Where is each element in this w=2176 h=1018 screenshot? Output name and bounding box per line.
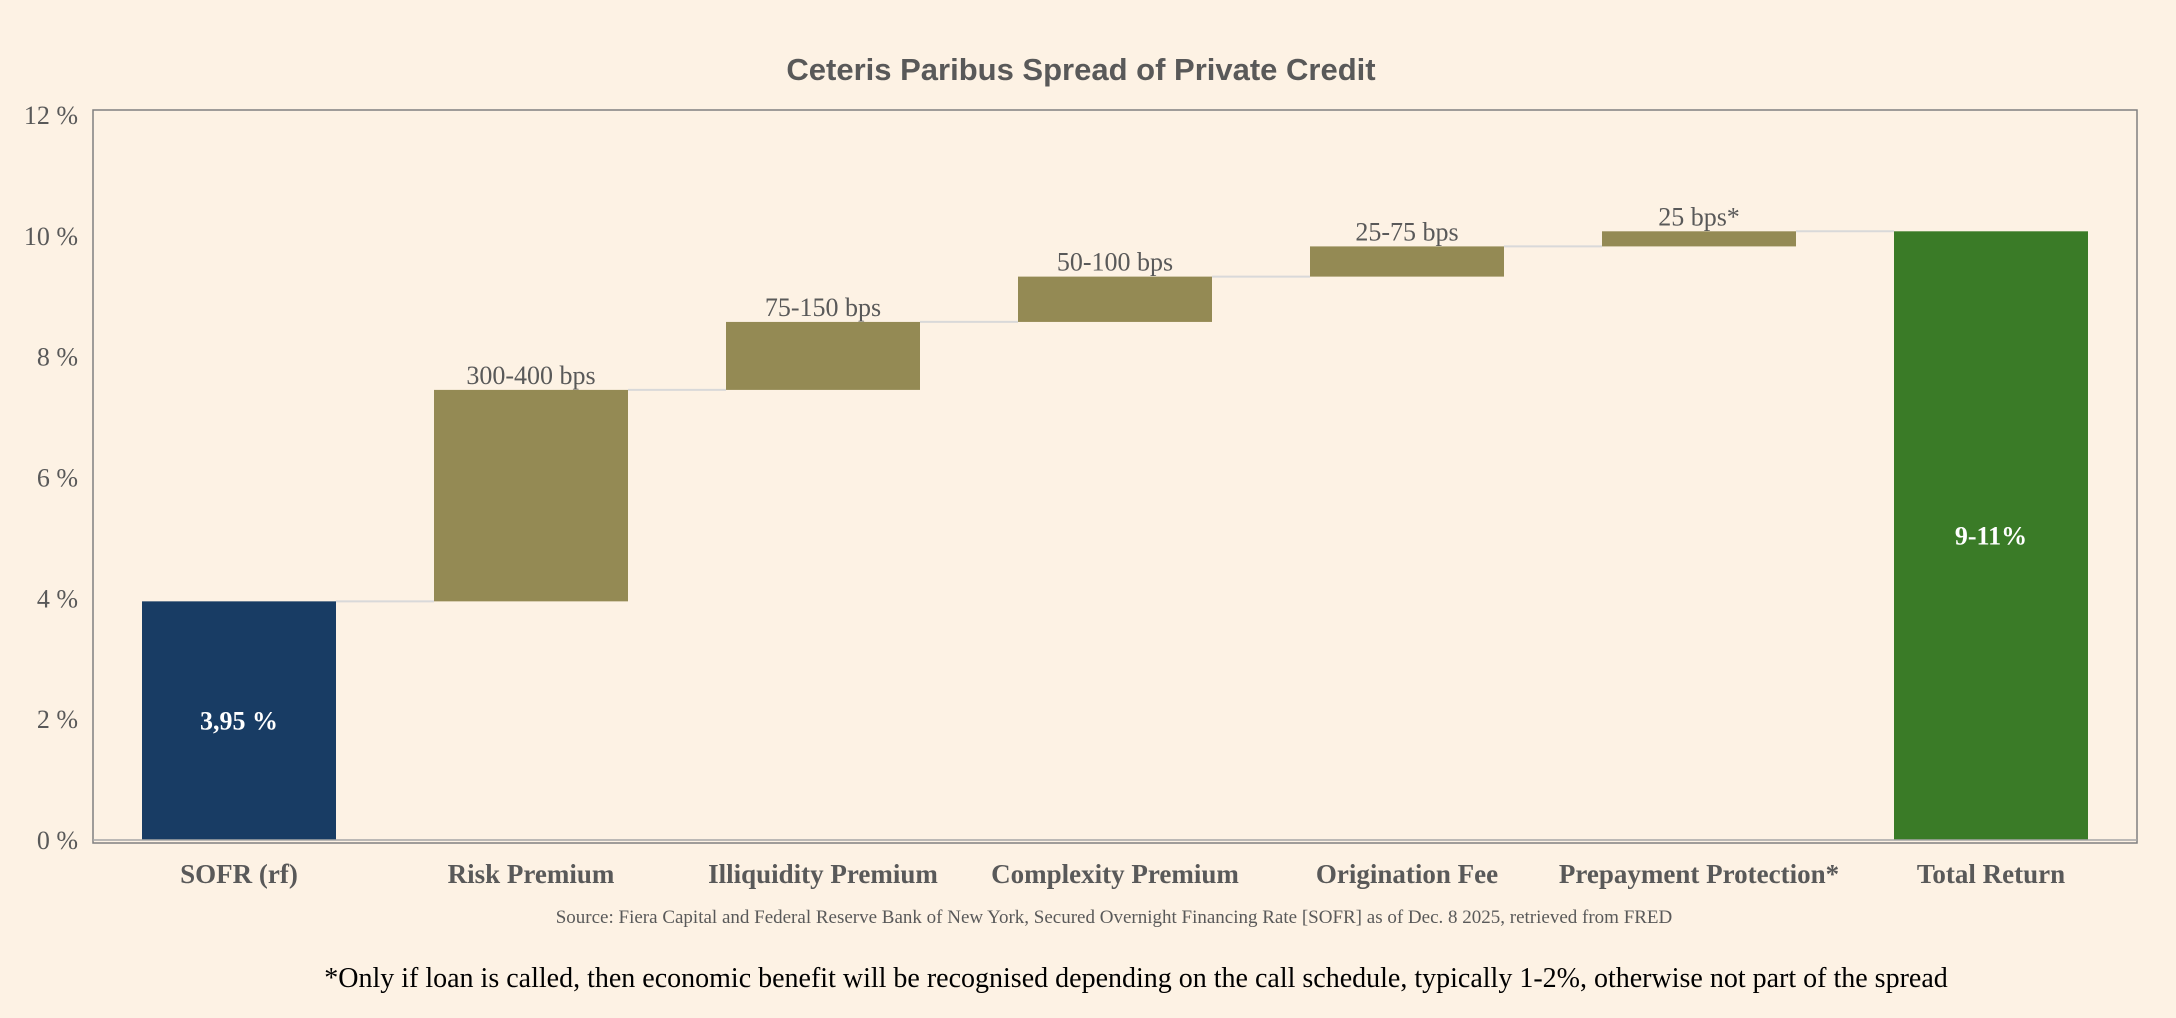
x-tick-label: Total Return — [1917, 859, 2065, 889]
x-tick-label: SOFR (rf) — [180, 859, 298, 889]
source-note: Source: Fiera Capital and Federal Reserv… — [556, 907, 1673, 928]
x-tick-label: Origination Fee — [1316, 859, 1498, 889]
x-tick-label: Risk Premium — [448, 859, 615, 889]
bar-complexity-premium — [1018, 276, 1212, 322]
data-label: 25 bps* — [1658, 202, 1740, 231]
bar-prepayment-protection — [1602, 231, 1796, 247]
chart-title: Ceteris Paribus Spread of Private Credit — [786, 52, 1375, 87]
y-tick-label: 2 % — [37, 705, 78, 734]
y-tick-label: 12 % — [24, 101, 78, 130]
x-tick-label: Complexity Premium — [991, 859, 1239, 889]
x-axis: SOFR (rf) Risk Premium Illiquidity Premium… — [93, 839, 2137, 889]
data-label: 75-150 bps — [765, 293, 881, 322]
footnote: *Only if loan is called, then economic b… — [324, 963, 1948, 994]
bar-risk-premium — [434, 389, 628, 602]
y-tick-label: 4 % — [37, 584, 78, 613]
bar-illiquidity-premium — [726, 321, 920, 390]
data-label: 25-75 bps — [1355, 217, 1458, 246]
x-tick-label: Prepayment Protection* — [1559, 859, 1839, 889]
y-tick-label: 8 % — [37, 343, 78, 372]
y-tick-label: 0 % — [37, 826, 78, 855]
data-label: 3,95 % — [200, 707, 278, 736]
plot-area-border — [92, 109, 2138, 844]
data-label: 50-100 bps — [1057, 248, 1173, 277]
data-label: 300-400 bps — [466, 361, 595, 390]
y-tick-label: 10 % — [24, 222, 78, 251]
bar-sofr-rf — [142, 601, 336, 840]
connector-lines — [336, 230, 1894, 603]
y-axis: 0 % 2 % 4 % 6 % 8 % 10 % 12 % — [24, 101, 78, 855]
data-label: 9-11% — [1955, 522, 2027, 551]
bars: 3,95 % 300-400 bps 75-150 bps 50-100 bps 25-… — [142, 202, 2088, 841]
x-tick-label: Illiquidity Premium — [708, 859, 938, 889]
bar-total-return — [1894, 231, 2088, 841]
bar-origination-fee — [1310, 246, 1504, 277]
y-tick-label: 6 % — [37, 464, 78, 493]
